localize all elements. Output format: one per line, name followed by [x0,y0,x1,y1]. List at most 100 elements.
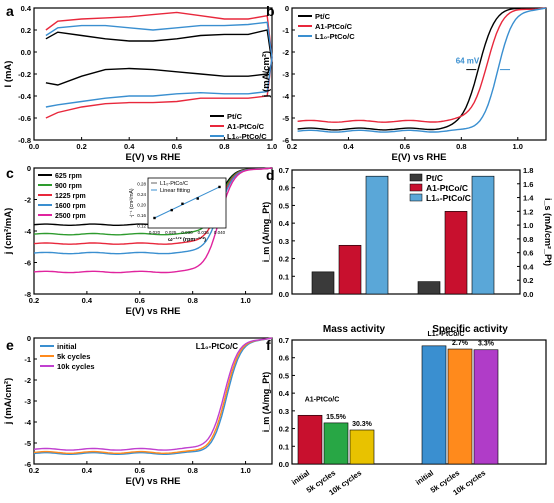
panel-d-legend-label: Pt/C [426,173,443,183]
panel-f-loss-label: 3.3% [478,341,495,348]
panel-c-y-tick-label: 0 [27,164,31,173]
panel-c-inset-x-tick-label: 0.035 [198,230,210,235]
panel-d-right-tick-label: 0.2 [523,276,533,285]
panel-f-bar-1-1 [447,348,473,465]
panel-c-inset-x-tick-label: 0.040 [214,230,226,235]
panel-d-left-tick-label: 0.0 [279,290,289,299]
panel-a-y-tick-label: -0.8 [18,136,31,145]
panel-b-x-tick-label: 0.4 [343,142,354,151]
panel-c-inset-x-tick-label: 0.025 [165,230,177,235]
panel-e-y-tick-label: -4 [24,418,31,427]
panel-e-series-line-0 [33,337,273,455]
panel-b-legend-label: L1₀-PtCo/C [315,32,355,41]
panel-f-group-title-1: Specific activity [432,324,508,335]
panel-b-y-tick-label: -3 [282,70,289,79]
panel-d-right-tick-label: 1.8 [523,166,533,175]
panel-a-series-line-2 [45,21,273,108]
panel-e-title: L1₀-PtCo/C [196,342,238,351]
panel-a-y-axis-label: I (mA) [3,61,14,88]
panel-e-x-tick-label: 0.2 [29,466,39,475]
panel-c-inset-y-tick-label: 0.20 [137,202,146,207]
panel-c-inset-y-tick-label: 0.12 [137,223,146,228]
panel-f-group-label-0: A1-PtCo/C [305,396,340,403]
panel-f-y-tick-label: 0.0 [279,460,289,469]
panel-label-d: d [266,167,275,183]
panel-d-right-tick-label: 0.0 [523,290,533,299]
panel-d-mass-bar-2 [365,175,389,295]
panel-b-y-tick-label: 0 [285,4,289,13]
panel-c-legend-label: 1600 rpm [55,203,86,210]
panel-d-left-tick-label: 0.2 [279,255,289,264]
panel-f-bar-1-2 [473,349,499,465]
panel-c-y-tick-label: -8 [24,290,31,299]
panel-a-legend-label: L1₀-PtCo/C [227,132,267,141]
panel-d-legend-label: L1₀-PtCo/C [426,193,471,203]
panel-a-series-line-0 [45,29,273,86]
panel-f-bar-0-0 [297,414,323,465]
panel-f-bar-0-2 [349,429,375,465]
panel-f-group-title-0: Mass activity [323,324,386,335]
panel-b-series-line-2 [297,7,547,133]
panel-d-right-tick-label: 1.2 [523,207,533,216]
panel-a-x-tick-label: 0.2 [76,142,86,151]
panel-b-series-line-1 [297,7,547,123]
panel-e-x-tick-label: 0.6 [135,466,145,475]
panel-c-inset-point [196,197,199,200]
panel-c-inset-point [170,208,173,212]
panel-c-x-tick-label: 0.8 [187,296,197,305]
panel-c-inset-point [218,185,221,189]
panel-b-x-tick-label: 0.8 [456,142,466,151]
panel-d-left-tick-label: 0.3 [279,237,289,246]
panel-f-group-label-1: L1₀-PtCo/C [428,331,465,338]
panel-f-y-tick-label: 0.5 [279,371,289,380]
panel-e-legend-label: 5k cycles [57,352,90,361]
panel-b-x-tick-label: 1.0 [513,142,523,151]
panel-a-x-tick-label: 0.0 [29,142,39,151]
panel-f-y-tick-label: 0.1 [279,442,289,451]
panel-b-annotation: 64 mV [456,57,480,66]
panel-f-loss-label: 2.7% [452,340,469,347]
panel-c-inset-y-tick-label: 0.28 [137,181,146,186]
panel-d-legend-swatch [409,193,423,202]
panel-c-series-line-3 [33,167,273,255]
panel-a-x-tick-label: 0.6 [172,142,182,151]
panel-b-y-tick-label: -6 [282,136,289,145]
panel-d-left-tick-label: 0.4 [279,219,290,228]
panel-d-right-tick-label: 1.6 [523,180,533,189]
panel-c-legend-label: 1225 rpm [55,193,86,200]
panel-e-series-line-2 [33,337,273,451]
panel-d-legend-label: A1-PtCo/C [426,183,468,193]
panel-a-y-tick-label: 0.4 [21,4,32,13]
panel-c-legend-label: 900 rpm [55,183,82,190]
panel-c-inset-fit-label: Linear fitting [160,188,190,194]
panel-label-b: b [266,3,275,19]
panel-label-c: c [6,165,14,181]
panel-d-right-tick-label: 1.4 [523,194,534,203]
panel-d-specific-bar-2 [471,175,495,295]
panel-f-y-axis-label: i_m (A/mg_Pt) [261,372,271,433]
panel-d-legend-swatch [409,173,423,182]
panel-a-legend-label: A1-PtCo/C [227,122,265,131]
panel-a-x-tick-label: 0.8 [219,142,229,151]
panel-b-y-tick-label: -5 [282,114,289,123]
panel-b-x-tick-label: 0.2 [287,142,297,151]
panel-b-legend-label: Pt/C [315,12,331,21]
panel-c-series-line-2 [33,167,273,245]
panel-b-y-tick-label: -1 [282,26,289,35]
panel-a-x-tick-label: 1.0 [267,142,277,151]
panel-b-y-tick-label: -4 [282,92,289,101]
panel-c-inset-point [153,216,156,220]
panel-e-legend-label: initial [57,342,77,351]
panel-a-y-tick-label: -0.2 [18,70,31,79]
panel-d-left-tick-label: 0.5 [279,201,289,210]
panel-c-series-line-4 [33,167,273,274]
panel-f-y-tick-label: 0.3 [279,407,289,416]
panel-c-series-line-1 [33,167,273,236]
panel-a-y-tick-label: 0.0 [21,48,31,57]
panel-e-y-axis-label: j (mA/cm²) [3,378,14,425]
panel-d-plot-frame [291,169,521,295]
panel-e-x-axis-label: E(V) vs RHE [126,476,181,487]
panel-c-y-tick-label: -6 [24,259,31,268]
panel-e-legend-label: 10k cycles [57,362,95,371]
